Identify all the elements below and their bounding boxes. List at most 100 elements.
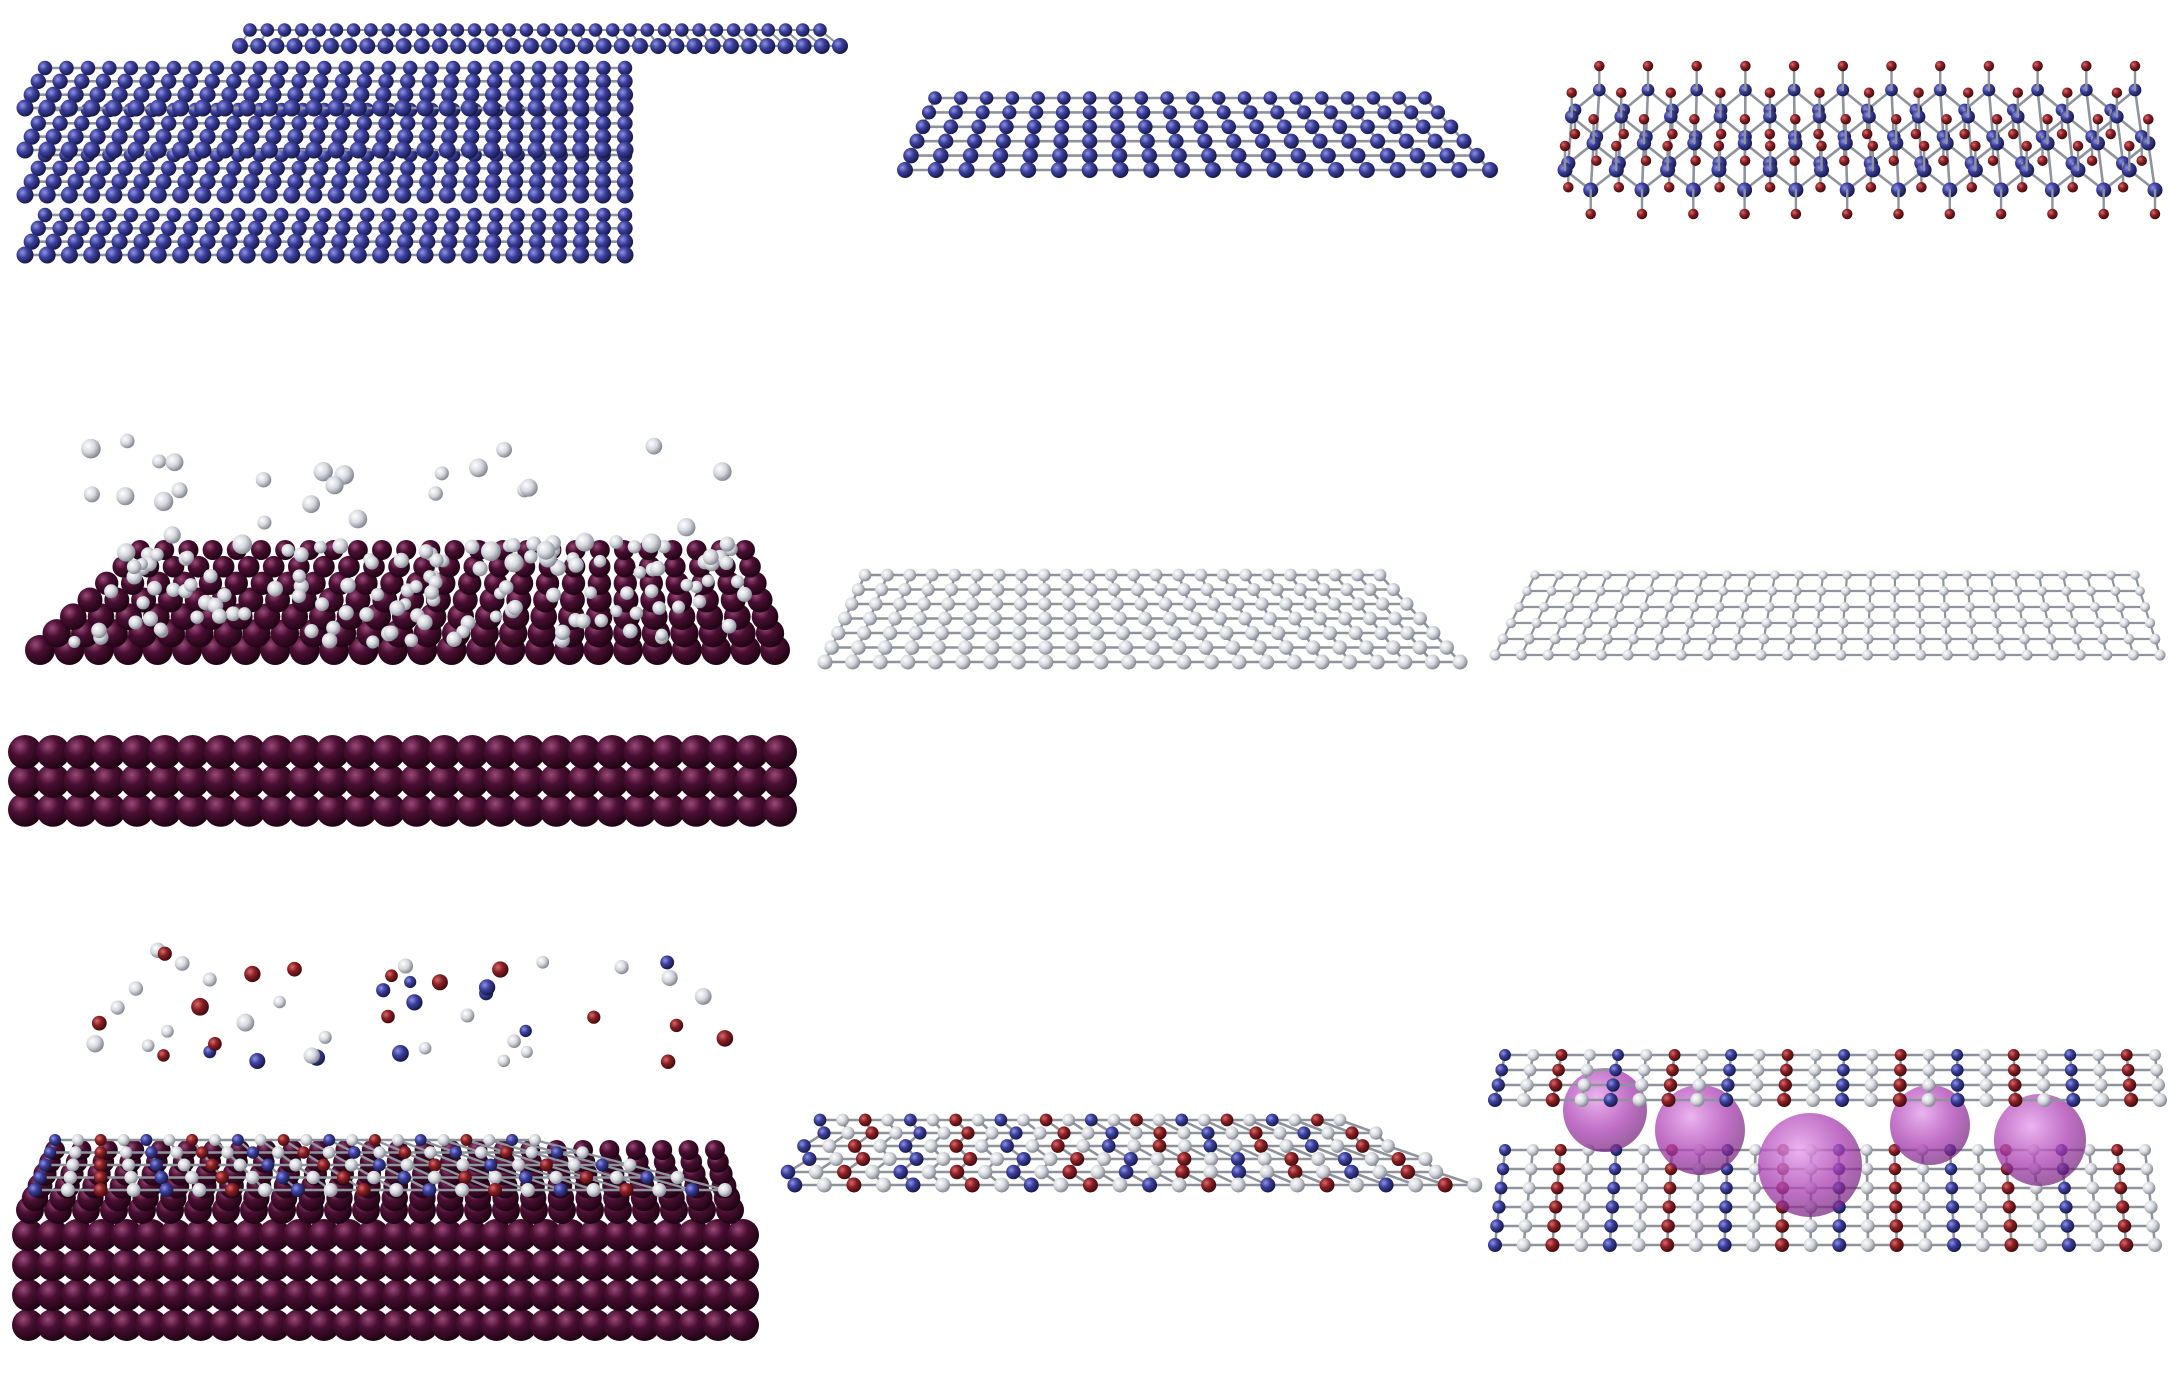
blue-atom <box>295 60 311 76</box>
adatom <box>202 972 217 987</box>
red-atom <box>579 1170 594 1185</box>
blue-atom <box>650 38 667 54</box>
white-atom <box>935 1177 951 1193</box>
blue-atom <box>277 23 292 37</box>
white-atom <box>875 582 889 597</box>
white-atom <box>836 1113 849 1127</box>
white-atom <box>1595 649 1607 661</box>
blue-atom <box>1118 1164 1134 1180</box>
white-atom <box>1270 625 1286 641</box>
blue-atom <box>1341 133 1357 149</box>
blue-atom <box>247 220 264 236</box>
adatom <box>680 578 694 592</box>
substrate-atom <box>315 792 350 827</box>
white-atom <box>1129 1126 1143 1140</box>
white-atom <box>1575 1219 1590 1233</box>
blue-atom <box>505 141 523 159</box>
blue-atom <box>231 1134 244 1146</box>
white-atom <box>2071 633 2083 645</box>
blue-atom <box>149 246 167 264</box>
red-atom <box>1662 140 1673 152</box>
white-atom <box>126 1183 141 1197</box>
blue-atom <box>531 207 547 223</box>
red-atom <box>1569 128 1581 140</box>
blue-atom <box>1719 1200 1733 1214</box>
adatom <box>481 541 501 562</box>
blue-atom <box>161 115 177 131</box>
white-atom <box>1225 1126 1239 1140</box>
blue-atom <box>349 186 367 204</box>
blue-atom <box>958 162 975 178</box>
blue-atom <box>1026 119 1042 135</box>
blue-atom <box>261 1158 275 1172</box>
white-atom <box>2010 570 2020 580</box>
substrate-atom <box>233 1279 266 1311</box>
white-atom <box>1043 1151 1058 1167</box>
blue-atom <box>1482 162 1498 178</box>
white-atom <box>924 1139 938 1153</box>
red-atom <box>1888 155 1900 166</box>
white-atom <box>1066 654 1081 670</box>
bond <box>1667 115 1673 165</box>
white-atom <box>983 654 999 670</box>
blue-atom <box>74 115 90 131</box>
white-atom <box>391 1134 404 1146</box>
blue-atom <box>102 207 117 223</box>
blue-atom <box>419 173 436 190</box>
blue-atom <box>529 173 546 190</box>
white-atom <box>1110 597 1124 611</box>
blue-atom <box>502 23 516 37</box>
blue-atom <box>529 233 546 250</box>
red-atom <box>369 1134 381 1146</box>
adatom <box>614 959 629 975</box>
blue-atom <box>243 173 260 190</box>
red-atom <box>1563 182 1574 193</box>
white-atom <box>1223 582 1238 597</box>
blue-atom <box>95 160 112 176</box>
blue-atom <box>552 160 568 176</box>
substrate-atom <box>343 735 378 769</box>
substrate-atom <box>283 1279 316 1311</box>
adatom <box>536 955 550 969</box>
white-atom <box>881 1113 895 1127</box>
red-atom <box>2003 1219 2018 1233</box>
blue-atom <box>979 91 994 105</box>
blue-atom <box>507 128 524 145</box>
substrate-atom <box>431 1219 464 1251</box>
white-atom <box>1216 568 1230 582</box>
blue-atom <box>504 38 521 54</box>
substrate-atom <box>539 735 574 769</box>
red-atom <box>1082 1177 1098 1193</box>
blue-atom <box>1718 1219 1732 1233</box>
white-atom <box>1963 586 1974 596</box>
white-atom <box>1914 601 1925 613</box>
adatom <box>660 955 675 970</box>
white-atom <box>1968 649 1980 661</box>
substrate-atom <box>579 1279 612 1311</box>
white-atom <box>1149 568 1163 582</box>
substrate-atom <box>357 1219 390 1251</box>
white-atom <box>1574 1238 1589 1252</box>
adatom <box>244 965 261 983</box>
adatom <box>429 553 444 568</box>
blue-atom <box>177 86 194 103</box>
blue-atom <box>1082 105 1097 120</box>
blue-atom <box>913 1126 927 1140</box>
red-atom <box>1775 1219 1789 1233</box>
white-atom <box>1314 654 1330 670</box>
white-atom <box>2123 633 2135 645</box>
blue-atom <box>305 186 323 204</box>
red-atom <box>205 1158 219 1172</box>
blue-atom <box>30 115 46 131</box>
blue-atom <box>893 1164 908 1180</box>
blue-atom <box>1226 133 1242 149</box>
blue-atom <box>1451 162 1468 178</box>
substrate-atom <box>727 1249 759 1281</box>
white-atom <box>1171 1177 1187 1193</box>
substrate-atom <box>480 1219 513 1251</box>
adatom <box>431 974 448 991</box>
white-atom <box>1718 586 1729 596</box>
blue-atom <box>1110 119 1125 135</box>
red-atom <box>964 1177 980 1193</box>
substrate-atom <box>702 1219 735 1251</box>
